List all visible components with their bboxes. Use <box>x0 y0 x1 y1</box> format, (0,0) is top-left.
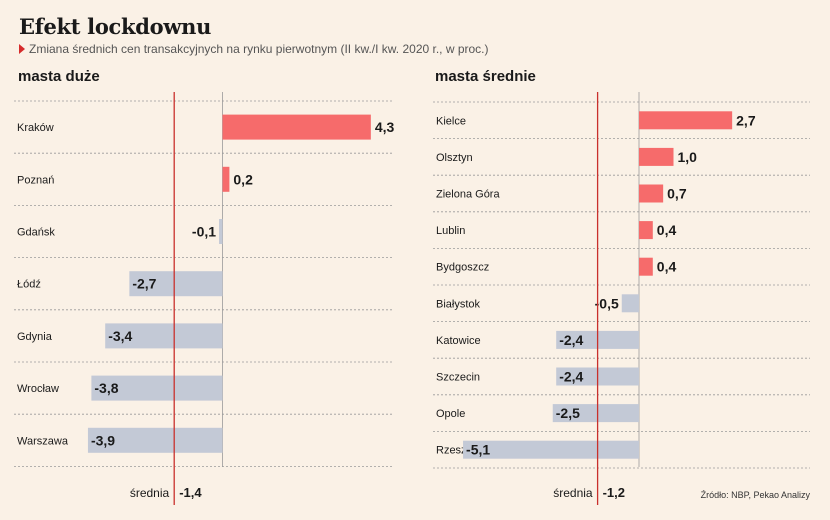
medium-value-label: -2,4 <box>559 369 583 385</box>
large-value-label: -3,4 <box>108 328 132 344</box>
medium-bar <box>639 147 674 166</box>
medium-bar <box>552 404 639 423</box>
medium-value-label: -2,4 <box>559 332 583 348</box>
large-value-label: 0,2 <box>233 171 253 187</box>
medium-bar <box>463 440 639 459</box>
large-value-label: -3,9 <box>91 432 115 448</box>
medium-value-label: 0,7 <box>667 186 687 202</box>
chart-subtitle: Zmiana średnich cen transakcyjnych na ry… <box>19 42 489 56</box>
medium-category-label: Zielona Góra <box>436 189 500 201</box>
large-category-label: Wrocław <box>17 383 59 395</box>
medium-bar <box>639 221 653 240</box>
chart-title: Efekt lockdownu <box>19 14 212 39</box>
large-category-label: Gdańsk <box>17 227 55 239</box>
large-category-label: Gdynia <box>17 331 53 343</box>
triangle-marker-icon <box>19 44 25 54</box>
large-value-label: -3,8 <box>94 380 118 396</box>
medium-category-label: Bydgoszcz <box>436 262 489 274</box>
large-bar <box>87 427 223 453</box>
medium-average-label: średnia <box>553 486 593 500</box>
medium-value-label: 0,4 <box>657 259 677 275</box>
large-value-label: -2,7 <box>132 276 156 292</box>
medium-bar <box>621 294 639 313</box>
medium-value-label: -2,5 <box>556 405 580 421</box>
medium-category-label: Olsztyn <box>436 152 473 164</box>
medium-value-label: -5,1 <box>466 442 490 458</box>
panel-title-medium-cities: masta średnie <box>435 68 536 85</box>
medium-category-label: Kielce <box>436 115 466 127</box>
medium-value-label: 2,7 <box>736 112 756 128</box>
subtitle-text: Zmiana średnich cen transakcyjnych na ry… <box>29 42 489 56</box>
large-category-label: Poznań <box>17 174 54 186</box>
large-category-label: Kraków <box>17 122 54 134</box>
medium-bar <box>639 184 664 203</box>
large-bar <box>222 114 371 140</box>
large-bar <box>105 323 223 349</box>
medium-category-label: Opole <box>436 408 465 420</box>
medium-category-label: Białystok <box>436 298 481 310</box>
source-note: Źródło: NBP, Pekao Analizy <box>700 490 810 500</box>
large-category-label: Warszawa <box>17 435 69 447</box>
large-bar <box>219 219 223 244</box>
large-value-label: 4,3 <box>375 119 395 135</box>
large-category-label: Łódź <box>17 279 41 291</box>
medium-category-label: Lublin <box>436 225 465 237</box>
large-bar <box>91 375 223 401</box>
medium-category-label: Katowice <box>436 335 481 347</box>
medium-value-label: 0,4 <box>657 222 677 238</box>
panel-title-large-cities: masta duże <box>18 68 100 85</box>
medium-bar <box>639 111 733 130</box>
large-average-value: -1,4 <box>179 485 202 500</box>
medium-category-label: Szczecin <box>436 372 480 384</box>
medium-average-value: -1,2 <box>603 485 625 500</box>
large-bar <box>129 271 223 297</box>
large-average-label: średnia <box>130 486 170 500</box>
medium-value-label: -0,5 <box>595 295 619 311</box>
medium-value-label: 1,0 <box>678 149 698 165</box>
large-bar <box>222 166 230 192</box>
medium-bar <box>639 257 653 276</box>
large-value-label: -0,1 <box>192 224 216 240</box>
